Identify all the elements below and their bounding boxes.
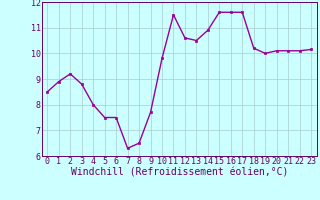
X-axis label: Windchill (Refroidissement éolien,°C): Windchill (Refroidissement éolien,°C) <box>70 167 288 177</box>
